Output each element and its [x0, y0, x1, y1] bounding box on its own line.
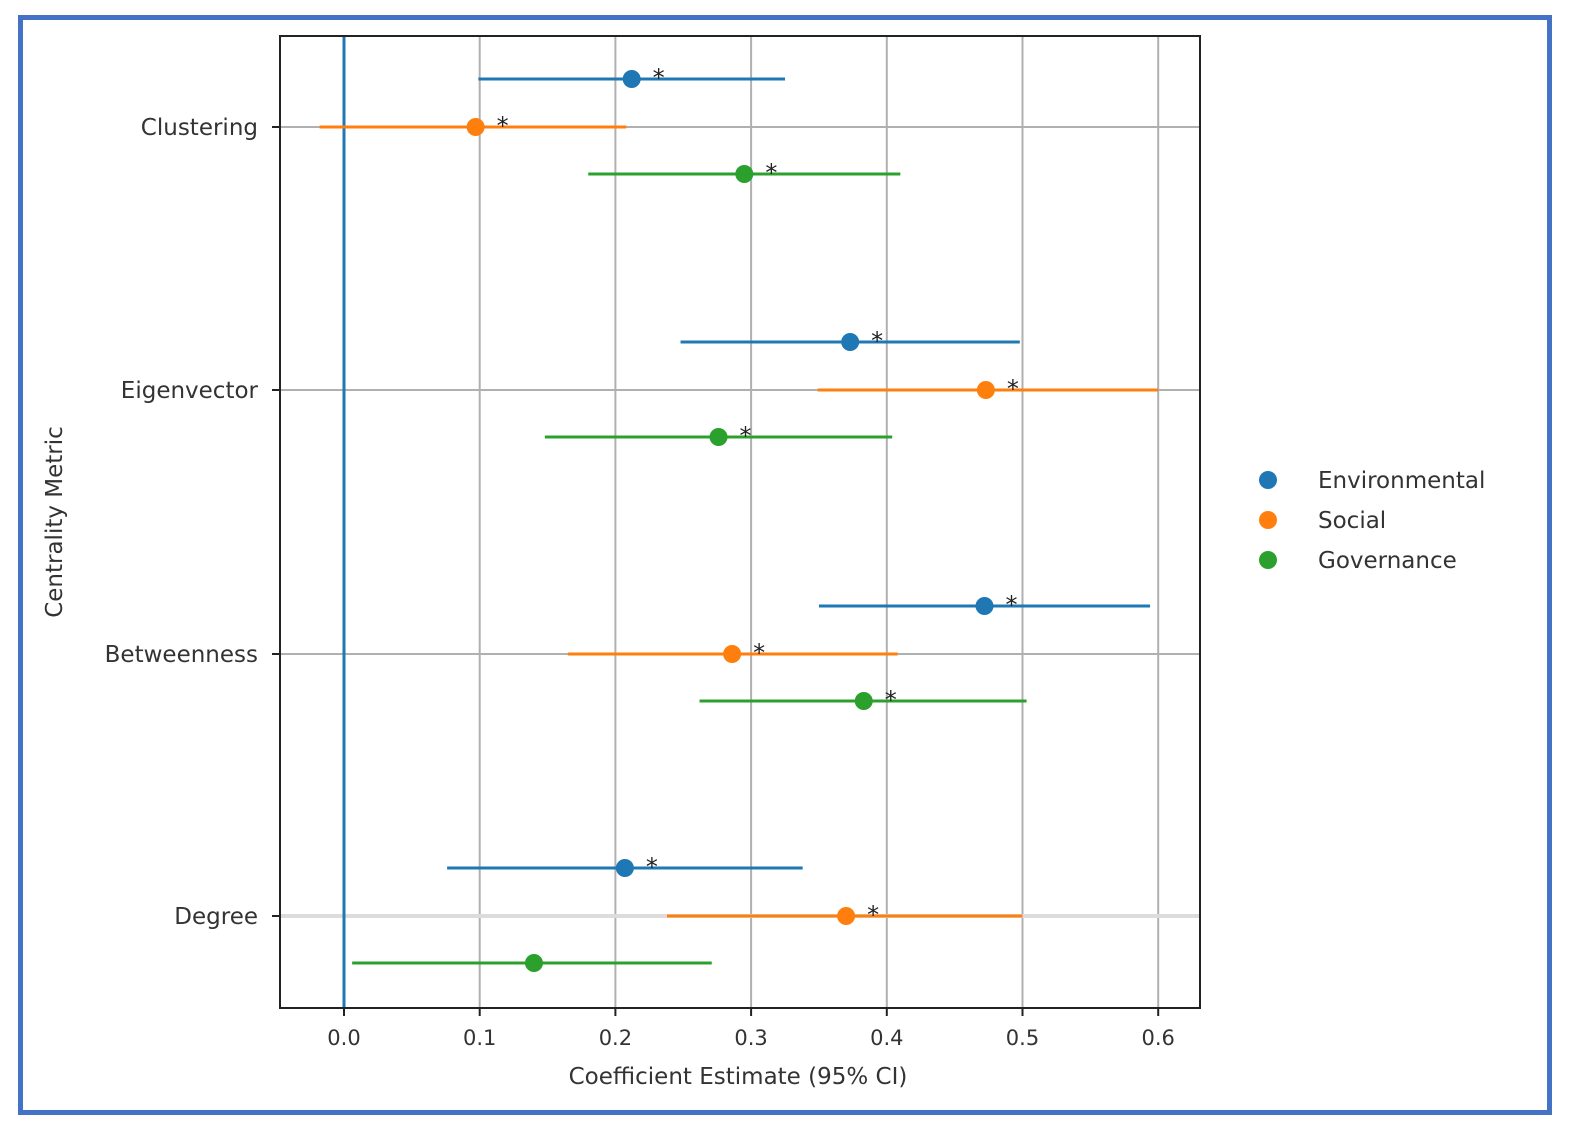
legend: Environmental Social Governance [1259, 468, 1485, 574]
estimate-point [841, 333, 860, 351]
x-axis: 0.0 0.1 0.2 0.3 0.4 0.5 0.6 [327, 1008, 1175, 1050]
x-tick-label: 0.6 [1141, 1026, 1174, 1050]
plot-area-border [279, 35, 1201, 1009]
estimate-point [837, 907, 856, 925]
significance-marker: * [497, 112, 509, 140]
y-axis: Clustering Eigenvector Betweenness Degree [105, 115, 280, 930]
estimate-point [735, 165, 754, 183]
y-tick-label: Betweenness [105, 642, 258, 668]
series-layer: * * * * * * * * * * * [319, 64, 1159, 972]
estimate-point [466, 118, 485, 136]
legend-marker [1259, 471, 1277, 489]
significance-marker: * [740, 422, 752, 450]
x-axis-title: Coefficient Estimate (95% CI) [569, 1064, 908, 1090]
x-tick-label: 0.2 [599, 1026, 632, 1050]
estimate-point [622, 70, 641, 88]
significance-marker: * [1006, 591, 1018, 619]
estimate-point [976, 381, 995, 399]
y-axis-title: Centrality Metric [42, 426, 68, 618]
significance-marker: * [765, 159, 777, 187]
x-tick-label: 0.0 [327, 1026, 360, 1050]
legend-label: Social [1318, 508, 1386, 534]
significance-marker: * [1007, 375, 1019, 403]
significance-marker: * [885, 686, 897, 714]
legend-marker [1259, 511, 1277, 529]
significance-marker: * [753, 639, 765, 667]
significance-marker: * [646, 853, 658, 881]
y-tick-label: Eigenvector [121, 378, 259, 404]
x-tick-label: 0.3 [734, 1026, 767, 1050]
significance-marker: * [867, 901, 879, 929]
y-tick-label: Clustering [141, 115, 258, 141]
estimate-point [854, 692, 873, 710]
legend-marker [1259, 551, 1277, 569]
x-tick-label: 0.1 [463, 1026, 496, 1050]
y-tick-label: Degree [174, 904, 258, 930]
estimate-point [723, 645, 742, 663]
estimate-point [524, 954, 543, 972]
estimate-point [709, 428, 728, 446]
legend-label: Governance [1318, 548, 1457, 574]
x-tick-label: 0.5 [1006, 1026, 1039, 1050]
estimate-point [615, 859, 634, 877]
image-frame [18, 15, 1552, 1115]
legend-label: Environmental [1318, 468, 1485, 494]
x-tick-label: 0.4 [870, 1026, 903, 1050]
estimate-point [975, 597, 994, 615]
significance-marker: * [653, 64, 665, 92]
significance-marker: * [871, 327, 883, 355]
